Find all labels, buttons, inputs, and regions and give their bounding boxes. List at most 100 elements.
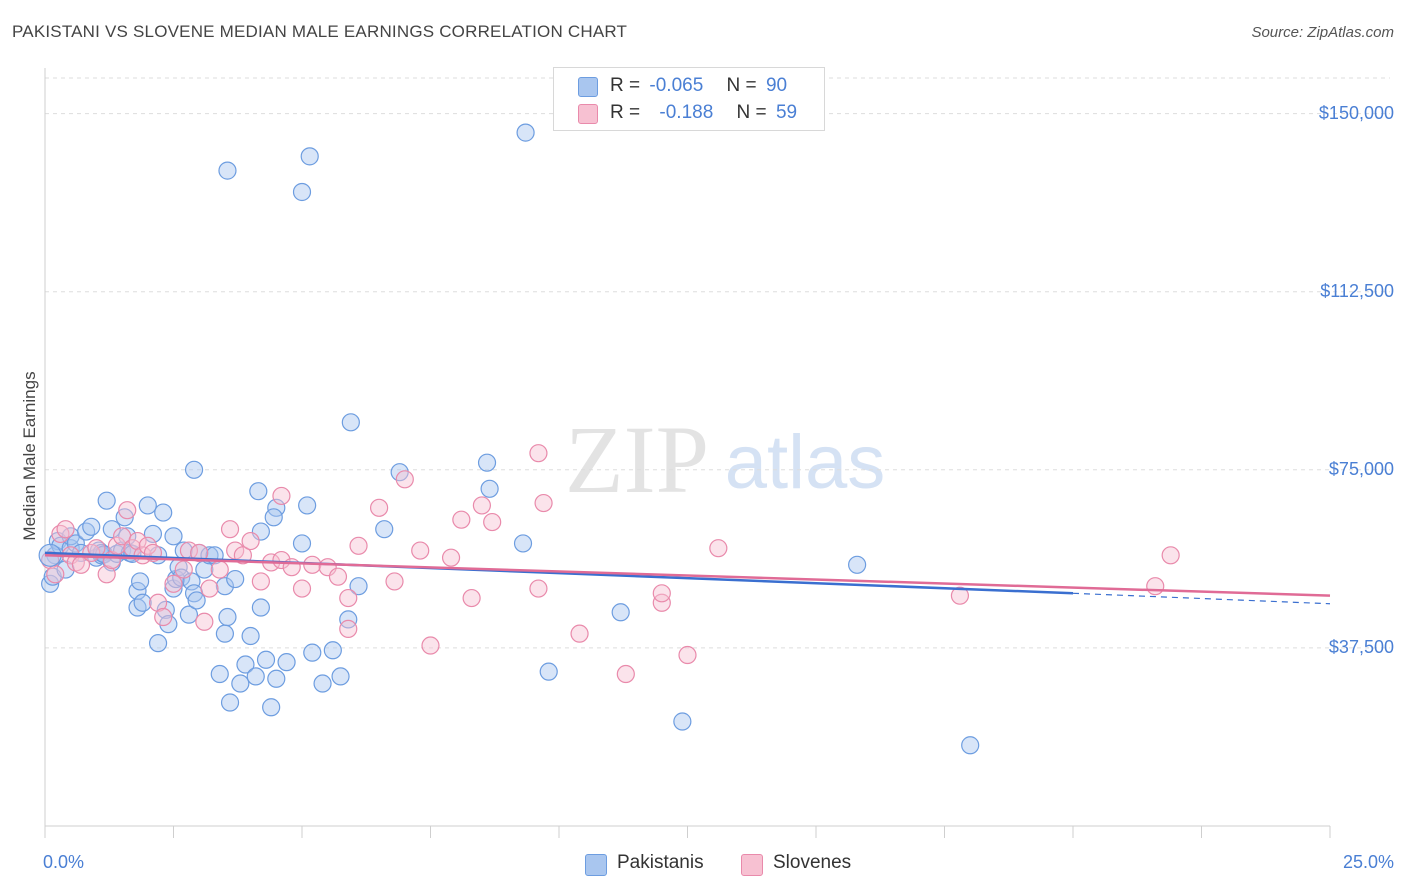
point-slovenes (174, 560, 193, 579)
point-pakistanis (262, 698, 281, 717)
point-pakistanis (148, 634, 168, 653)
point-pakistanis (331, 667, 350, 686)
point-slovenes (652, 593, 671, 612)
source-credit[interactable]: Source: ZipAtlas.com (1251, 24, 1394, 41)
trend-lines (44, 551, 1331, 605)
legend-text-pakistanis: R = -0.065 N = 90 (610, 75, 787, 97)
point-slovenes (421, 636, 440, 655)
point-pakistanis (292, 534, 312, 553)
legend-n-label: N = (726, 75, 757, 96)
point-pakistanis (300, 147, 319, 166)
bottom-legend-label-slovenes: Slovenes (773, 852, 852, 873)
point-pakistanis (341, 413, 360, 432)
data-points (38, 123, 1180, 755)
point-pakistanis (115, 508, 134, 527)
point-pakistanis (323, 641, 342, 660)
point-slovenes (46, 565, 65, 584)
point-pakistanis (611, 603, 630, 622)
point-slovenes (128, 531, 147, 551)
point-slovenes (385, 572, 404, 591)
point-pakistanis (82, 517, 101, 536)
point-slovenes (220, 520, 240, 539)
point-pakistanis (241, 626, 260, 646)
watermark-zip: ZIP (565, 406, 709, 513)
bottom-legend-pakistanis[interactable]: Pakistanis (585, 852, 704, 876)
point-pakistanis (251, 598, 270, 617)
point-pakistanis (249, 482, 268, 501)
point-pakistanis (187, 591, 206, 610)
point-pakistanis (156, 600, 175, 620)
legend-r-label: R = (610, 75, 641, 96)
point-pakistanis (277, 653, 296, 672)
trend-line-slovenes (44, 554, 1331, 597)
point-pakistanis (236, 655, 255, 674)
point-slovenes (190, 543, 209, 563)
point-pakistanis (97, 491, 116, 510)
y-tick-label: $150,000 (1318, 102, 1394, 123)
point-pakistanis (179, 605, 199, 624)
point-slovenes (950, 586, 970, 605)
point-pakistanis (246, 667, 265, 686)
point-pakistanis (292, 182, 312, 202)
point-slovenes (678, 645, 697, 665)
point-slovenes (195, 612, 214, 631)
point-pakistanis (215, 577, 234, 596)
point-pakistanis (215, 624, 234, 643)
watermark-atlas: atlas (725, 420, 886, 505)
chart-title: PAKISTANI VS SLOVENE MEDIAN MALE EARNING… (12, 22, 628, 41)
point-slovenes (452, 510, 471, 529)
bottom-legend-swatch-pakistanis (585, 854, 607, 876)
bottom-legend-swatch-slovenes (741, 854, 763, 876)
point-pakistanis (480, 479, 499, 498)
point-pakistanis (848, 555, 867, 574)
axes (44, 68, 1331, 838)
correlation-legend: R = -0.065 N = 90 R = -0.188 N = 59 (553, 67, 825, 131)
point-slovenes (251, 572, 270, 591)
point-slovenes (164, 574, 183, 593)
legend-text-slovenes: R = -0.188 N = 59 (610, 102, 797, 124)
point-slovenes (241, 531, 260, 551)
legend-n-label: N = (736, 102, 767, 123)
legend-n-value: 59 (775, 102, 798, 123)
y-tick-label: $75,000 (1328, 458, 1394, 479)
bottom-legend-slovenes[interactable]: Slovenes (741, 852, 852, 876)
x-tick-label-min: 0.0% (43, 852, 85, 872)
point-pakistanis (66, 534, 85, 553)
point-pakistanis (133, 593, 152, 612)
point-slovenes (97, 565, 116, 584)
legend-swatch-slovenes (578, 104, 598, 124)
point-slovenes (210, 560, 229, 579)
point-slovenes (154, 607, 173, 627)
point-pakistanis (218, 161, 237, 180)
point-pakistanis (673, 712, 692, 731)
point-pakistanis (218, 607, 237, 627)
point-slovenes (441, 548, 461, 567)
trend-line-pakistanis-extension (1072, 592, 1331, 605)
point-slovenes (529, 579, 548, 598)
point-pakistanis (961, 736, 980, 755)
point-pakistanis (375, 520, 394, 539)
legend-r-value: -0.188 (659, 102, 714, 123)
point-pakistanis (313, 674, 332, 693)
point-slovenes (411, 541, 430, 560)
point-pakistanis (184, 460, 204, 479)
point-pakistanis (539, 662, 558, 681)
point-pakistanis (267, 669, 286, 688)
legend-r-value: -0.065 (649, 75, 704, 96)
point-pakistanis (210, 664, 229, 684)
point-pakistanis (102, 520, 121, 539)
point-pakistanis (349, 577, 368, 596)
point-pakistanis (231, 674, 250, 693)
legend-swatch-pakistanis (578, 77, 598, 97)
point-pakistanis (41, 574, 60, 593)
point-slovenes (272, 486, 291, 506)
point-slovenes (529, 444, 548, 463)
point-slovenes (292, 579, 312, 598)
point-slovenes (472, 496, 491, 515)
point-slovenes (148, 593, 168, 612)
point-pakistanis (143, 524, 163, 544)
point-pakistanis (477, 453, 497, 472)
point-slovenes (534, 493, 553, 513)
point-slovenes (1146, 577, 1165, 596)
bottom-legend-label-pakistanis: Pakistanis (617, 852, 704, 873)
